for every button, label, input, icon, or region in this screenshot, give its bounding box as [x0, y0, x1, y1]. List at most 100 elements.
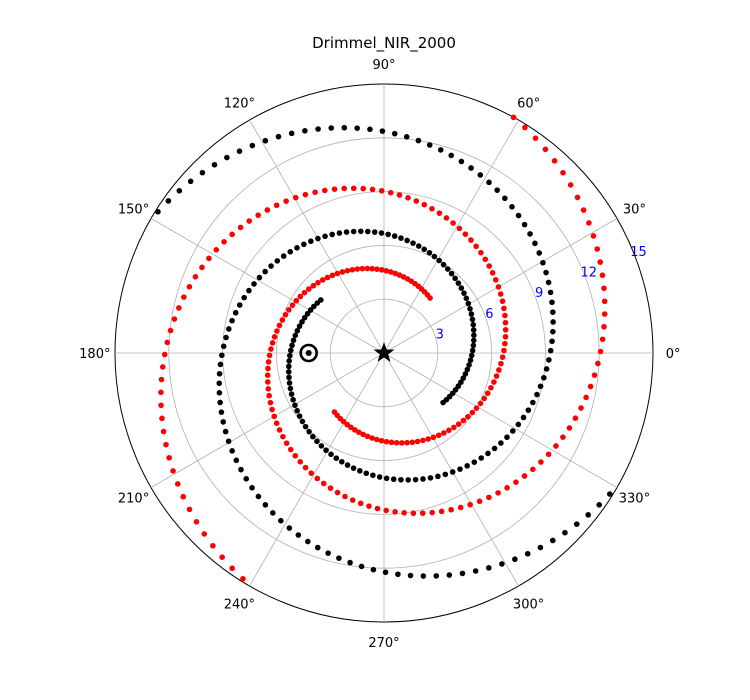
data-point	[302, 128, 308, 134]
data-point	[373, 436, 380, 443]
data-point	[273, 420, 280, 427]
series-3	[158, 185, 509, 582]
data-point	[489, 270, 496, 276]
data-point	[426, 249, 433, 256]
data-point	[255, 493, 262, 500]
angular-gridline-330	[383, 352, 618, 488]
data-point	[446, 572, 453, 578]
data-point	[286, 307, 292, 313]
data-point	[187, 178, 194, 185]
data-point	[206, 255, 212, 262]
data-point	[382, 569, 389, 576]
data-point	[468, 165, 474, 171]
data-point	[471, 332, 477, 339]
data-point	[354, 266, 361, 272]
data-point	[545, 451, 552, 458]
data-point	[186, 506, 193, 513]
radial-tick-label-6: 6	[485, 307, 493, 322]
angle-tick-label-0: 0°	[666, 347, 681, 362]
data-point	[383, 475, 390, 482]
data-point	[312, 189, 318, 196]
data-point	[462, 371, 469, 377]
data-point	[498, 360, 504, 367]
data-point	[426, 142, 433, 148]
data-point	[470, 327, 477, 333]
data-point	[551, 158, 558, 164]
data-point	[502, 312, 508, 319]
data-point	[515, 212, 522, 219]
series-0	[155, 124, 556, 483]
data-point	[364, 265, 371, 272]
data-point	[396, 192, 403, 198]
data-point	[407, 572, 414, 579]
data-point	[566, 425, 573, 431]
data-point	[462, 231, 469, 237]
data-point	[192, 274, 199, 280]
data-point	[376, 474, 383, 480]
data-point	[350, 185, 357, 192]
data-point	[370, 566, 377, 573]
radial-tick-label-3: 3	[436, 327, 444, 342]
data-point	[378, 230, 385, 236]
series-2	[264, 114, 608, 517]
data-point	[322, 187, 328, 194]
data-point	[502, 326, 509, 333]
data-point	[280, 253, 287, 259]
data-point	[274, 258, 281, 264]
data-point	[358, 563, 365, 570]
data-point	[224, 154, 230, 161]
data-point	[217, 399, 223, 406]
data-point	[289, 342, 295, 349]
data-point	[597, 259, 604, 265]
data-point	[520, 414, 527, 421]
data-point	[220, 419, 227, 425]
data-point	[306, 286, 312, 292]
data-point	[513, 479, 519, 486]
data-point	[344, 462, 351, 468]
data-point	[357, 468, 363, 474]
data-point	[443, 215, 450, 221]
data-point	[199, 169, 206, 176]
data-point	[364, 433, 371, 440]
data-point	[163, 441, 169, 448]
data-point	[229, 231, 235, 238]
data-point	[491, 379, 497, 385]
data-point	[543, 269, 549, 276]
data-point	[473, 405, 480, 411]
data-point	[477, 172, 484, 178]
data-point	[446, 427, 452, 434]
data-point	[460, 417, 467, 424]
data-point	[280, 433, 286, 440]
data-point	[460, 375, 467, 381]
data-point	[512, 556, 518, 563]
data-point	[385, 231, 391, 238]
data-point	[219, 554, 225, 560]
data-point	[583, 394, 589, 401]
data-point	[328, 451, 334, 458]
data-point	[546, 357, 552, 363]
data-point	[498, 440, 504, 446]
data-point	[302, 423, 309, 430]
data-point	[452, 275, 458, 282]
data-point	[236, 148, 243, 154]
data-point	[477, 400, 484, 407]
data-point	[499, 561, 505, 567]
data-point	[587, 383, 594, 390]
data-point	[301, 289, 308, 296]
angle-tick-label-30: 30°	[623, 202, 646, 217]
data-point	[448, 506, 454, 513]
data-point	[468, 311, 475, 317]
data-point	[320, 480, 327, 487]
data-point	[246, 287, 252, 294]
data-point	[404, 439, 410, 446]
data-point	[456, 225, 463, 232]
data-point	[158, 389, 164, 396]
data-point	[276, 427, 283, 433]
data-point	[430, 434, 437, 441]
data-point	[471, 459, 478, 465]
data-point	[249, 142, 256, 149]
data-point	[359, 265, 366, 272]
data-point	[522, 124, 528, 131]
angular-gridline-150	[150, 218, 385, 354]
data-point	[409, 439, 416, 446]
